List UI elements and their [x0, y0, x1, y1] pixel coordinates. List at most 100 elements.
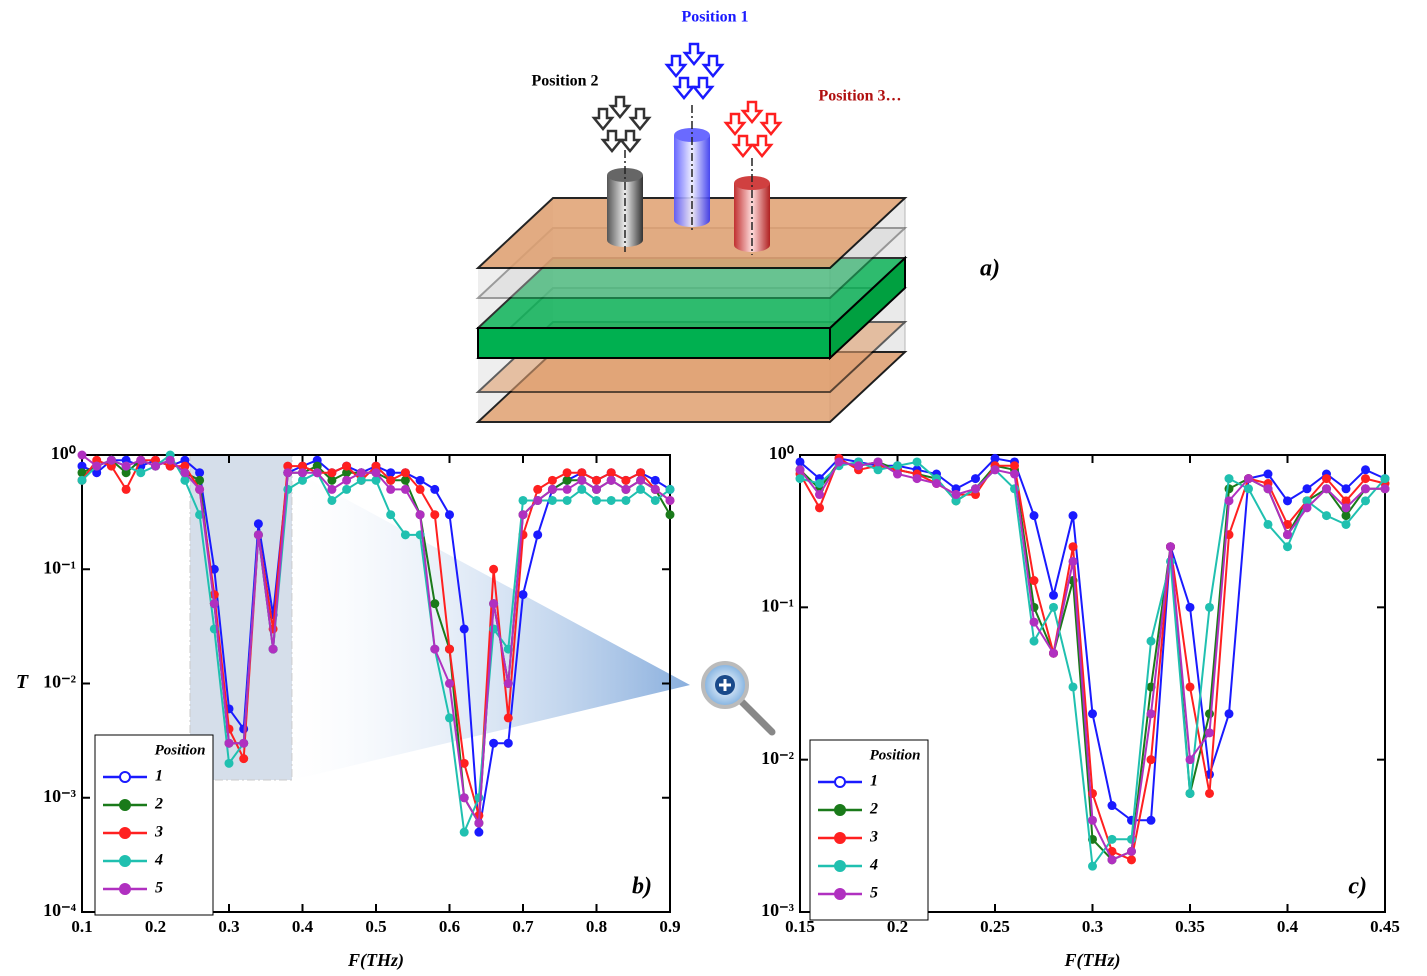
legend-label: 1: [155, 768, 163, 785]
data-point: [283, 461, 293, 471]
data-point: [815, 478, 824, 488]
data-point: [1068, 542, 1078, 552]
legend-marker: [119, 855, 131, 867]
data-point: [445, 644, 454, 654]
data-point: [1244, 484, 1253, 494]
data-point: [298, 468, 307, 478]
data-point: [400, 468, 410, 478]
data-point: [1361, 465, 1370, 475]
legend-marker: [119, 883, 131, 895]
data-point: [298, 475, 307, 485]
data-point: [77, 450, 87, 460]
data-point: [151, 461, 160, 471]
data-point: [327, 495, 337, 505]
data-point: [1341, 503, 1351, 513]
data-point: [1049, 602, 1058, 612]
y-tick-label: 10⁰: [769, 443, 794, 463]
data-point: [854, 461, 863, 471]
data-point: [873, 457, 883, 467]
data-point: [518, 590, 528, 600]
x-tick-label: 0.9: [659, 917, 680, 936]
data-point: [400, 484, 410, 494]
data-point: [893, 461, 902, 471]
data-point: [430, 599, 440, 609]
data-point: [606, 475, 616, 485]
data-point: [795, 474, 805, 484]
data-point: [951, 496, 961, 506]
data-point: [650, 475, 660, 485]
data-point: [1380, 474, 1390, 484]
series: [77, 450, 675, 828]
y-tick-label: 10⁻²: [761, 748, 794, 768]
data-point: [1302, 496, 1312, 506]
data-point: [1049, 590, 1058, 600]
data-point: [621, 475, 631, 485]
layer-stack: [475, 196, 908, 424]
data-point: [239, 738, 249, 748]
data-point: [1146, 815, 1156, 825]
data-point: [92, 468, 102, 478]
data-point: [400, 475, 410, 485]
data-point: [445, 679, 454, 688]
data-point: [547, 475, 557, 485]
y-tick-label: 10⁻²: [43, 672, 76, 692]
data-point: [400, 530, 410, 540]
data-point: [1224, 484, 1234, 494]
x-tick-label: 0.3: [1082, 917, 1103, 936]
data-point: [1283, 519, 1292, 529]
data-point: [1068, 682, 1078, 692]
position-label: Position 1: [681, 9, 748, 26]
data-point: [577, 475, 587, 485]
data-point: [459, 793, 469, 803]
data-point: [1263, 469, 1273, 479]
data-point: [932, 478, 941, 488]
data-point: [342, 475, 352, 485]
data-point: [1322, 484, 1331, 494]
data-point: [1361, 484, 1370, 494]
legend-marker: [119, 771, 131, 783]
data-point: [356, 468, 366, 478]
data-point: [621, 495, 631, 505]
data-point: [415, 510, 425, 520]
data-point: [1010, 469, 1019, 479]
legend-label: 3: [154, 824, 163, 841]
data-point: [1302, 503, 1312, 513]
legend-marker: [119, 827, 131, 839]
data-point: [165, 455, 175, 465]
data-point: [342, 484, 352, 494]
data-point: [312, 468, 322, 478]
data-point: [1127, 855, 1136, 865]
data-point: [371, 461, 381, 471]
data-point: [606, 495, 616, 505]
data-point: [415, 484, 425, 494]
legend-label: 4: [869, 857, 878, 874]
x-tick-label: 0.4: [292, 917, 314, 936]
data-point: [283, 468, 293, 478]
data-point: [92, 461, 102, 471]
data-point: [459, 758, 469, 768]
legend-marker: [834, 804, 846, 816]
data-point: [268, 644, 278, 654]
data-point: [1361, 496, 1370, 506]
data-point: [1283, 542, 1292, 552]
data-point: [356, 475, 366, 485]
legend-title: Position: [870, 747, 921, 763]
data-point: [562, 484, 572, 494]
data-point: [562, 475, 572, 485]
panel-label: a): [980, 256, 1000, 282]
x-tick-label: 0.2: [887, 917, 908, 936]
data-point: [1224, 496, 1234, 506]
data-point: [342, 461, 352, 471]
data-point: [195, 484, 205, 494]
data-point: [1185, 788, 1195, 798]
legend-label: 5: [155, 880, 163, 897]
x-tick-label: 0.5: [365, 917, 386, 936]
data-point: [1283, 530, 1292, 540]
data-point: [503, 679, 513, 688]
data-point: [209, 599, 219, 609]
data-point: [1224, 709, 1234, 719]
data-point: [912, 457, 922, 467]
legend-label: 3: [869, 829, 878, 846]
x-tick-label: 0.8: [586, 917, 607, 936]
y-tick-label: 10⁻⁴: [43, 900, 77, 920]
